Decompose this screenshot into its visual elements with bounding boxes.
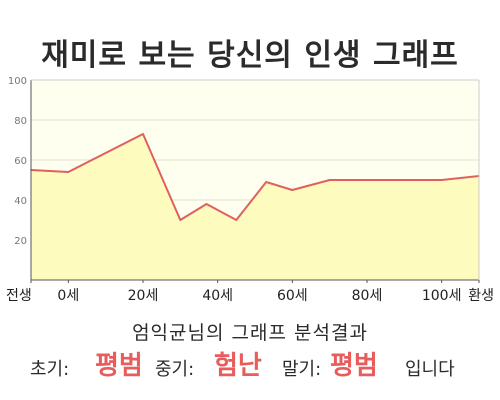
x-tick-label: 60세 <box>277 288 308 304</box>
x-tick-label: 20세 <box>128 288 159 304</box>
closing-text: 입니다 <box>405 359 455 380</box>
x-tick-label: 100세 <box>422 288 462 304</box>
x-tick-label: 40세 <box>202 288 233 304</box>
data-point <box>67 171 70 173</box>
life-graph-chart: 20 40 60 80 100 전생 0세 20세 40세 60세 80세 100세 환생 <box>6 76 494 304</box>
data-point <box>235 219 238 221</box>
data-point <box>291 189 294 191</box>
middle-phase-label: 중기: <box>155 359 195 380</box>
x-tick-label: 전생 <box>6 288 32 304</box>
data-point <box>440 179 443 181</box>
data-point <box>403 179 406 181</box>
late-phase-value: 평범 <box>330 351 378 381</box>
analysis-result: 초기: 평범 중기: 험난 말기: 평범 입니다 <box>0 345 500 381</box>
data-point <box>366 179 368 181</box>
x-tick-label: 80세 <box>352 288 383 304</box>
early-phase-value: 평범 <box>95 351 143 381</box>
life-area <box>31 134 479 280</box>
y-tick-label: 80 <box>14 116 27 127</box>
data-point <box>328 179 331 181</box>
x-tick-label: 0세 <box>57 288 79 304</box>
data-point <box>179 219 182 221</box>
data-point <box>205 203 208 205</box>
data-point <box>142 133 144 135</box>
x-tick-label: 환생 <box>468 288 494 304</box>
data-point <box>265 181 268 183</box>
y-tick-label: 60 <box>14 156 27 167</box>
chart-title: 재미로 보는 당신의 인생 그래프 <box>41 38 459 73</box>
middle-phase-value: 험난 <box>214 351 262 381</box>
analysis-title: 엄익균님의 그래프 분석결과 <box>132 322 368 344</box>
y-tick-label: 20 <box>14 236 27 247</box>
y-tick-label: 100 <box>8 76 27 87</box>
early-phase-label: 초기: <box>30 359 70 380</box>
late-phase-label: 말기: <box>282 359 322 380</box>
y-tick-label: 40 <box>14 196 27 207</box>
